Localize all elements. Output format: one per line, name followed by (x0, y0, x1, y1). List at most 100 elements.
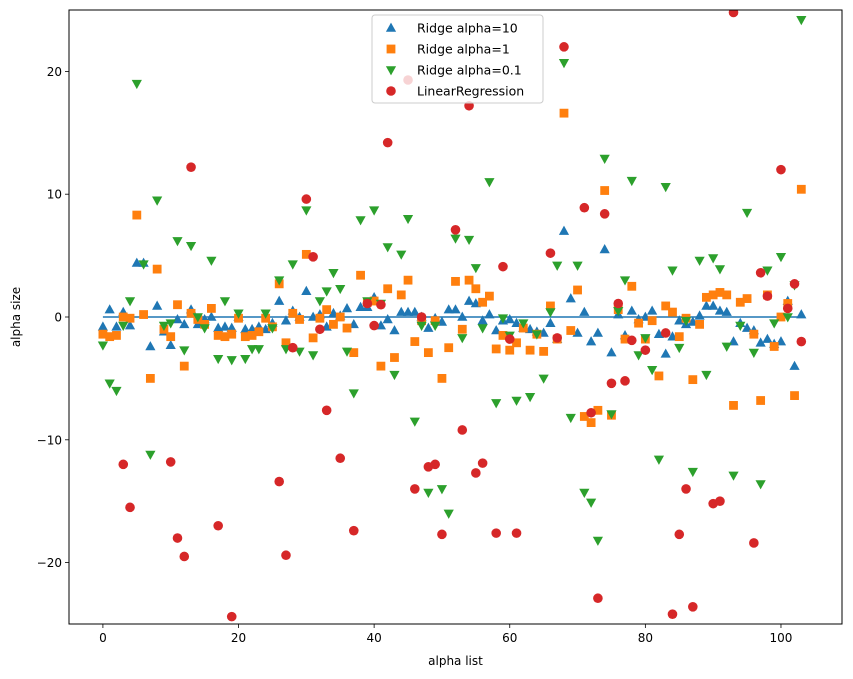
series-ridge-alpha-0-1 (97, 16, 807, 546)
data-point (464, 275, 474, 285)
data-point (348, 525, 359, 536)
data-point (626, 305, 637, 315)
data-point (790, 391, 799, 400)
data-point (477, 315, 488, 325)
data-point (572, 261, 583, 271)
x-tick-label: 20 (231, 631, 246, 645)
data-point (512, 338, 521, 348)
data-point (647, 316, 657, 326)
data-point (477, 324, 488, 334)
data-point (498, 261, 508, 272)
y-axis-label: alpha size (9, 287, 23, 347)
data-point (667, 609, 678, 619)
data-point (315, 313, 325, 323)
data-point (402, 306, 414, 316)
data-point (185, 241, 197, 252)
data-point (620, 334, 630, 344)
data-point (789, 279, 800, 289)
data-point (471, 284, 481, 294)
data-point (660, 183, 671, 193)
data-point (708, 254, 719, 264)
data-point (186, 162, 196, 172)
data-point (97, 341, 109, 351)
data-point (287, 342, 298, 353)
legend-label: LinearRegression (417, 84, 524, 99)
data-point (369, 206, 380, 216)
data-point (376, 299, 386, 310)
data-point (450, 234, 461, 244)
data-point (355, 301, 366, 311)
data-point (145, 341, 156, 351)
data-point (654, 371, 664, 381)
legend-marker-icon (385, 22, 397, 32)
data-point (742, 294, 752, 303)
data-point (525, 345, 535, 355)
data-point (660, 348, 671, 358)
data-point (762, 333, 773, 343)
data-point (457, 334, 468, 344)
data-point (410, 484, 420, 494)
legend-item: Ridge alpha=1 (386, 42, 510, 57)
data-point (783, 299, 793, 308)
data-point (592, 536, 603, 546)
data-point (376, 361, 386, 371)
data-point (226, 611, 237, 622)
data-point (97, 321, 109, 331)
data-point (158, 321, 170, 331)
data-point (552, 261, 563, 271)
data-point (389, 325, 400, 335)
y-tick-label: −10 (37, 433, 62, 447)
data-point (708, 300, 719, 310)
data-point (451, 276, 460, 286)
data-point (321, 287, 332, 297)
data-point (396, 290, 406, 300)
data-point (450, 304, 461, 314)
data-point (396, 306, 407, 316)
data-point (505, 345, 515, 355)
data-point (755, 480, 766, 490)
data-point (680, 316, 692, 327)
data-point (138, 260, 149, 270)
data-point (782, 303, 793, 314)
data-point (640, 334, 651, 344)
data-point (335, 453, 346, 464)
data-point (796, 184, 806, 194)
data-point (112, 331, 121, 340)
data-point (227, 329, 237, 339)
legend-marker-icon (385, 66, 397, 76)
legend-item: LinearRegression (386, 84, 524, 99)
data-point (172, 314, 183, 324)
data-point (640, 345, 651, 355)
data-point (620, 376, 630, 386)
data-point (721, 306, 732, 316)
data-point (382, 314, 393, 324)
data-point (579, 306, 590, 316)
data-point (152, 264, 162, 274)
data-point (593, 593, 603, 604)
data-point (498, 331, 508, 340)
x-axis: 0 20 40 60 80 100 (99, 624, 792, 645)
data-point (226, 322, 237, 332)
data-point (423, 488, 434, 499)
data-point (688, 602, 698, 612)
data-point (328, 268, 339, 279)
data-point (626, 335, 637, 346)
data-point (524, 393, 536, 403)
data-point (253, 345, 264, 355)
data-point (701, 292, 711, 302)
data-point (728, 10, 739, 18)
y-tick-label: 0 (54, 311, 62, 325)
data-point (219, 321, 231, 331)
data-point (124, 297, 136, 307)
data-point (369, 296, 379, 306)
data-point (104, 379, 115, 389)
data-point (403, 275, 413, 285)
data-point (477, 458, 488, 468)
data-point (633, 351, 644, 361)
data-point (518, 319, 529, 329)
data-point (457, 425, 468, 435)
data-point (423, 348, 433, 358)
data-point (430, 316, 440, 326)
data-point (714, 305, 726, 315)
